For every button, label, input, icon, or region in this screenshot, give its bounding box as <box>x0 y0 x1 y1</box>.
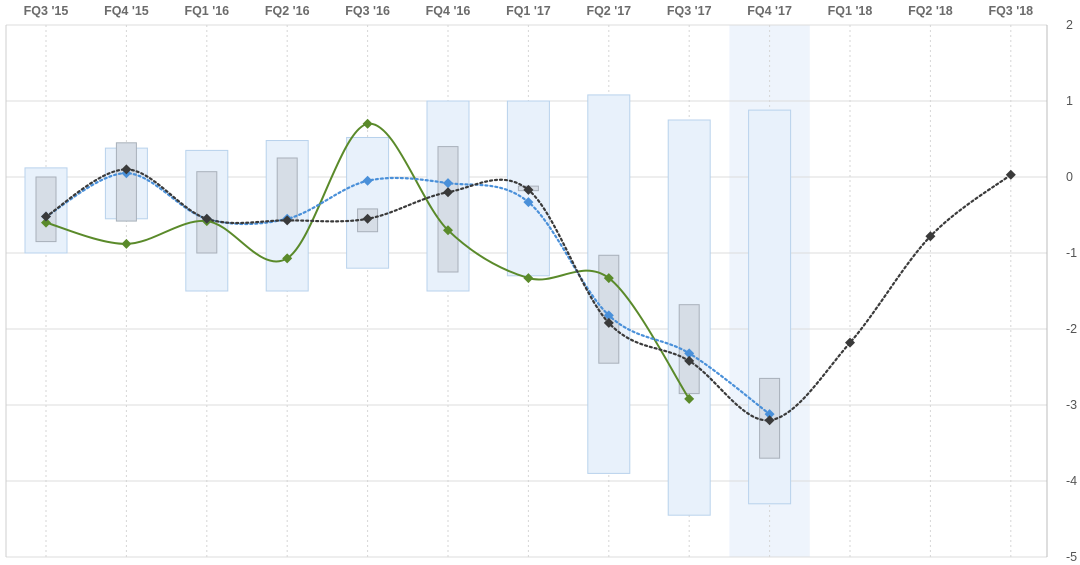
series-point-2 <box>523 197 534 208</box>
y-tick-label: 2 <box>1066 18 1073 32</box>
x-tick-label: FQ3 '17 <box>667 4 712 18</box>
series-point-1 <box>603 273 614 284</box>
box-bar <box>35 176 57 243</box>
series-point-3 <box>41 211 51 222</box>
y-tick-label: 0 <box>1066 170 1073 184</box>
y-tick-label: -5 <box>1066 550 1077 564</box>
series-point-3 <box>764 415 775 426</box>
series-point-3 <box>845 337 855 348</box>
series-point-1 <box>282 253 293 264</box>
x-tick-label: FQ3 '15 <box>24 4 69 18</box>
series-point-3 <box>523 184 534 195</box>
series-point-1 <box>41 217 51 228</box>
series-point-3 <box>684 355 695 366</box>
x-tick-label: FQ1 '18 <box>828 4 873 18</box>
series-point-3 <box>362 213 373 224</box>
x-tick-label: FQ4 '17 <box>747 4 792 18</box>
x-tick-label: FQ2 '17 <box>586 4 631 18</box>
y-tick-label: -3 <box>1066 398 1077 412</box>
series-point-2 <box>764 409 775 420</box>
series-point-3 <box>201 213 212 224</box>
series-point-1 <box>684 393 695 404</box>
series-point-1 <box>443 225 453 236</box>
x-tick-label: FQ3 '16 <box>345 4 390 18</box>
x-tick-label: FQ4 '16 <box>426 4 471 18</box>
series-point-1 <box>121 238 132 249</box>
x-tick-label: FQ3 '18 <box>988 4 1033 18</box>
x-tick-label: FQ1 '16 <box>184 4 229 18</box>
x-tick-label: FQ2 '18 <box>908 4 953 18</box>
series-point-1 <box>362 118 373 129</box>
x-tick-label: FQ4 '15 <box>104 4 149 18</box>
series-point-3 <box>1005 169 1016 180</box>
series-point-2 <box>362 175 373 186</box>
box-bar <box>115 142 137 222</box>
series-point-2 <box>443 178 453 189</box>
x-tick-label: FQ2 '16 <box>265 4 310 18</box>
y-tick-label: -4 <box>1066 474 1077 488</box>
box-bar <box>196 171 218 254</box>
series-point-1 <box>523 273 534 284</box>
series-point-2 <box>603 310 614 321</box>
range-bar <box>346 136 390 269</box>
x-tick-label: FQ1 '17 <box>506 4 551 18</box>
y-tick-label: -1 <box>1066 246 1077 260</box>
series-point-3 <box>121 164 132 175</box>
series-point-2 <box>684 348 695 359</box>
y-tick-label: 1 <box>1066 94 1073 108</box>
series-point-3 <box>282 215 293 226</box>
series-point-3 <box>925 231 936 242</box>
series-point-3 <box>443 187 453 198</box>
box-bar <box>437 146 459 273</box>
box-bar <box>276 157 298 222</box>
y-tick-label: -2 <box>1066 322 1077 336</box>
series-point-3 <box>603 317 614 328</box>
series-line-2 <box>44 172 771 416</box>
